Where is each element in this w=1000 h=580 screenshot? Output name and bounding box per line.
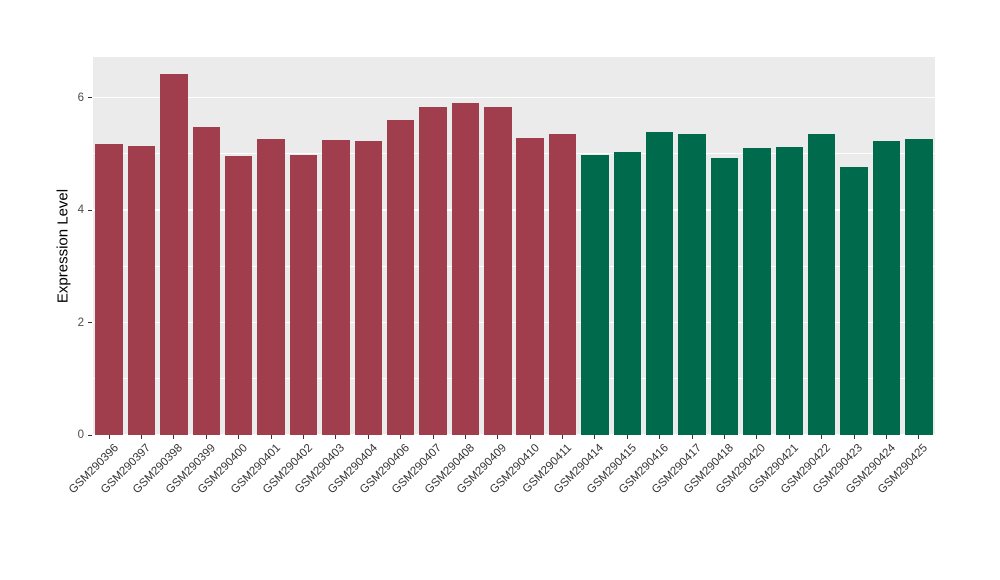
x-tick-mark [432,435,434,439]
bar-GSM290403 [322,140,350,435]
y-tick-label: 4 [77,204,84,216]
bar-GSM290404 [354,141,383,435]
minor-gridline [93,153,935,155]
x-tick-mark [205,435,207,439]
x-tick-mark [270,435,272,439]
x-tick-mark [626,435,628,439]
major-gridline [93,96,935,99]
plot-panel [93,57,935,436]
bar-GSM290425 [905,139,933,435]
x-tick-mark [885,435,887,439]
bar-GSM290407 [419,106,447,435]
x-tick-mark [821,435,823,439]
x-tick-mark [529,435,531,439]
x-tick-mark [594,435,596,439]
bar-GSM290417 [678,134,706,435]
bar-GSM290422 [807,134,836,435]
bar-GSM290420 [743,148,771,435]
x-tick-mark [400,435,402,439]
bar-GSM290402 [289,155,318,435]
x-tick-mark [303,435,304,439]
bar-GSM290410 [516,138,544,435]
y-tick-mark [88,322,92,323]
x-tick-mark [238,435,240,439]
x-tick-mark [497,435,499,439]
minor-gridline [93,265,935,267]
x-tick-mark [756,435,758,439]
bar-GSM290406 [386,120,415,435]
y-tick-label: 2 [77,316,84,329]
bar-GSM290400 [224,156,253,435]
x-tick-mark [853,435,855,439]
bar-GSM290398 [160,74,188,435]
y-tick-label: 0 [77,429,84,441]
x-tick-mark [464,435,466,439]
bar-GSM290418 [710,158,739,435]
y-tick-mark [88,209,92,211]
x-tick-mark [918,435,920,439]
x-tick-mark [173,435,175,439]
y-axis-title: Expression Level [54,188,72,304]
x-tick-mark [724,435,725,439]
bar-GSM290396 [95,144,123,435]
major-gridline [93,434,935,436]
x-tick-mark [659,435,661,439]
major-gridline [93,209,935,211]
bar-GSM290411 [548,133,577,435]
bar-GSM290397 [127,146,156,435]
bar-GSM290399 [192,127,221,435]
x-tick-mark [108,435,110,439]
y-tick-mark [88,434,92,436]
bar-GSM290423 [840,167,868,435]
bar-GSM290415 [613,152,642,435]
bar-GSM290408 [451,103,480,435]
y-tick-mark [88,97,92,98]
x-tick-mark [367,435,369,439]
x-tick-mark [335,435,337,439]
bar-GSM290409 [484,107,512,435]
bar-GSM290421 [775,147,804,435]
minor-gridline [93,378,935,380]
y-tick-label: 6 [77,91,84,104]
major-gridline [93,321,935,324]
bar-GSM290424 [872,141,901,435]
x-tick-mark [562,435,564,439]
x-tick-mark [788,435,790,439]
bar-GSM290416 [645,132,674,435]
x-tick-mark [141,435,143,439]
bar-GSM290414 [581,155,609,435]
x-tick-mark [691,435,693,439]
bar-GSM290401 [257,139,285,435]
